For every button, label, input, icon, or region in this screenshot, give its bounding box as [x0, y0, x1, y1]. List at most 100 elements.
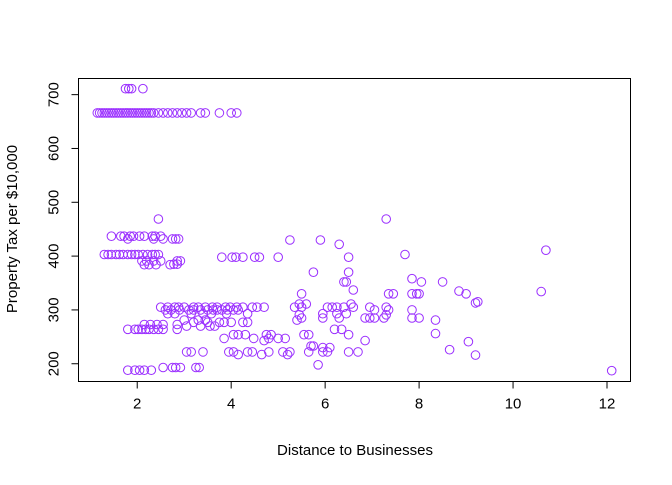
data-point — [247, 302, 258, 313]
data-point — [365, 302, 375, 313]
data-point — [343, 267, 354, 278]
data-point — [217, 252, 227, 263]
data-point — [163, 108, 173, 118]
data-point — [360, 313, 370, 323]
x-tick-label: 6 — [321, 396, 329, 413]
data-point — [134, 365, 145, 376]
data-point — [101, 108, 112, 118]
x-axis: 2 4 6 8 10 12 — [133, 381, 615, 413]
data-point — [151, 259, 161, 270]
data-point — [167, 108, 178, 118]
data-point — [139, 259, 150, 270]
data-point — [294, 310, 305, 320]
data-point — [461, 289, 471, 299]
data-point — [407, 313, 417, 323]
data-point — [179, 302, 189, 313]
data-point — [219, 317, 229, 328]
data-point — [206, 308, 217, 319]
data-point — [123, 365, 133, 376]
data-point — [303, 347, 314, 357]
data-point — [113, 108, 124, 118]
data-point — [252, 302, 262, 313]
data-point — [308, 341, 319, 351]
data-point — [106, 231, 117, 241]
data-point — [339, 277, 349, 287]
data-point — [94, 108, 105, 118]
data-point — [379, 313, 389, 323]
data-point — [430, 328, 441, 339]
data-point — [104, 108, 114, 118]
data-point — [285, 235, 295, 245]
data-point — [282, 349, 293, 360]
data-point — [233, 305, 243, 315]
data-point — [200, 315, 211, 325]
data-point — [170, 234, 181, 244]
data-point — [219, 333, 229, 344]
data-point — [343, 252, 354, 263]
data-point — [116, 231, 126, 241]
data-point — [194, 362, 204, 373]
data-point — [120, 83, 131, 94]
data-point — [329, 324, 340, 335]
data-point — [454, 286, 464, 296]
data-point — [365, 313, 375, 323]
data-point — [138, 83, 148, 94]
y-axis-title: Property Tax per $10,000 — [4, 145, 21, 313]
y-tick-label: 200 — [46, 351, 63, 376]
data-point — [128, 231, 139, 241]
data-point — [381, 310, 392, 320]
data-point — [205, 321, 215, 331]
data-point — [226, 317, 236, 328]
data-point — [172, 319, 182, 330]
y-tick-label: 600 — [46, 136, 63, 161]
data-point — [153, 324, 164, 335]
data-point — [407, 273, 417, 284]
data-point — [303, 329, 314, 340]
data-point — [158, 234, 168, 244]
data-point — [353, 347, 363, 357]
data-point — [289, 302, 300, 313]
data-point — [296, 313, 307, 323]
data-point — [214, 108, 225, 118]
data-point — [120, 108, 131, 118]
data-point — [130, 249, 140, 260]
data-point — [228, 329, 239, 340]
y-tick-label: 700 — [46, 82, 63, 107]
data-point — [264, 333, 274, 344]
data-point — [346, 299, 356, 309]
data-point — [137, 324, 147, 335]
data-point — [264, 347, 274, 357]
data-point — [165, 259, 175, 270]
data-point — [147, 249, 158, 260]
data-point — [188, 302, 199, 313]
data-point — [170, 308, 180, 319]
data-point — [103, 249, 113, 260]
data-point — [259, 302, 269, 313]
data-point — [111, 108, 121, 118]
data-point — [134, 108, 145, 118]
data-point — [123, 108, 133, 118]
data-point — [200, 108, 211, 118]
data-point — [334, 313, 345, 323]
data-point — [407, 305, 417, 315]
data-point — [322, 302, 333, 313]
x-tick-label: 2 — [133, 396, 141, 413]
data-point — [437, 277, 448, 287]
data-point — [473, 297, 483, 307]
data-point — [222, 305, 233, 315]
data-point — [381, 302, 392, 313]
data-point — [155, 302, 166, 313]
data-point — [116, 108, 126, 118]
data-point — [170, 362, 181, 373]
data-point — [470, 298, 481, 308]
data-point — [106, 108, 117, 118]
data-point — [153, 214, 164, 224]
data-point — [299, 329, 309, 340]
data-point — [130, 365, 140, 376]
data-point — [463, 336, 474, 347]
data-point — [383, 289, 394, 299]
x-tick-label: 8 — [415, 396, 423, 413]
data-point — [327, 302, 338, 313]
data-point — [233, 349, 243, 360]
